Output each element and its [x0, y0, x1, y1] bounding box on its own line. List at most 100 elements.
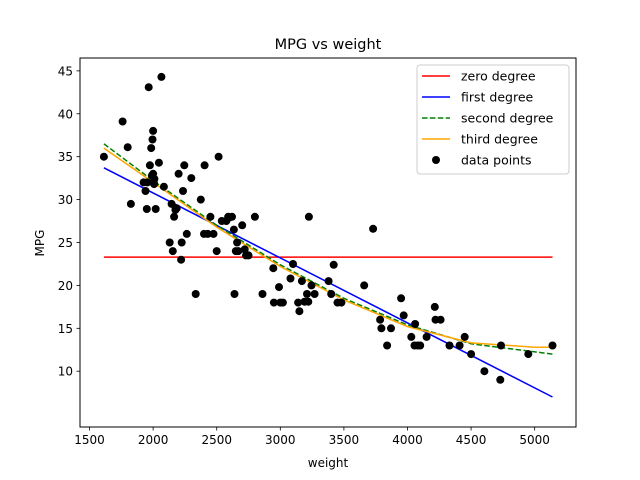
data-point: [329, 260, 338, 269]
data-point: [244, 251, 253, 260]
y-axis-label: MPG: [33, 230, 47, 257]
data-point: [179, 187, 187, 195]
data-point: [159, 182, 168, 191]
data-point: [229, 225, 238, 234]
y-tick-label: 25: [58, 236, 73, 250]
data-point: [142, 205, 151, 213]
data-point: [191, 290, 200, 298]
data-point: [286, 274, 295, 283]
data-point: [151, 205, 160, 213]
data-point: [143, 178, 152, 187]
data-point: [307, 281, 316, 290]
data-point: [289, 260, 297, 268]
data-point: [154, 158, 163, 167]
axes-ticks: 1500 2000 2500 3000 3500 4000 4500 5000 10 15 20 25…: [58, 64, 550, 447]
data-point: [294, 298, 303, 307]
data-point: [206, 212, 215, 221]
data-point: [460, 332, 469, 341]
y-tick-label: 35: [58, 150, 73, 164]
x-tick-label: 1500: [74, 433, 105, 447]
legend-swatch-data-points: [432, 156, 440, 164]
x-tick-label: 3000: [265, 433, 296, 447]
x-tick-label: 2000: [138, 433, 169, 447]
data-point: [360, 281, 369, 290]
data-point: [126, 199, 135, 208]
data-point: [214, 152, 223, 161]
data-point: [172, 204, 181, 213]
data-point: [148, 135, 157, 144]
x-tick-label: 3500: [329, 433, 360, 447]
data-point: [303, 290, 311, 298]
data-point: [548, 341, 557, 350]
y-tick-label: 20: [58, 279, 73, 293]
data-point: [445, 341, 454, 350]
data-point: [209, 229, 218, 238]
data-point: [258, 290, 267, 298]
data-point: [157, 72, 166, 81]
data-point: [397, 294, 406, 303]
data-point: [337, 298, 346, 307]
data-point: [123, 143, 132, 152]
legend-label-zero-degree: zero degree: [461, 69, 536, 84]
data-point: [174, 169, 183, 178]
data-point: [387, 324, 395, 333]
x-tick-label: 4500: [456, 433, 487, 447]
data-point: [118, 117, 127, 126]
x-tick-label: 5000: [519, 433, 550, 447]
y-tick-label: 40: [58, 107, 73, 121]
legend: zero degree first degree second degree thir…: [416, 64, 570, 175]
data-point: [467, 350, 476, 359]
data-point: [436, 315, 445, 324]
chart-title: MPG vs weight: [275, 37, 382, 53]
data-point: [99, 152, 108, 161]
data-point: [233, 238, 242, 247]
data-point: [187, 174, 196, 183]
data-point: [369, 224, 378, 233]
data-point: [145, 161, 154, 170]
data-point: [376, 315, 385, 324]
data-point: [304, 297, 313, 306]
legend-box: [416, 64, 570, 175]
data-point: [238, 221, 247, 230]
data-point: [304, 212, 313, 221]
data-point: [165, 238, 174, 247]
data-point: [168, 247, 177, 256]
data-point: [177, 238, 186, 247]
data-point: [422, 332, 431, 341]
data-point: [407, 332, 416, 341]
data-point: [250, 212, 259, 221]
data-point: [430, 302, 439, 311]
data-point: [228, 212, 236, 221]
data-point: [180, 161, 189, 170]
data-point: [212, 247, 221, 256]
data-point: [234, 247, 243, 256]
x-axis-label: weight: [308, 456, 349, 470]
data-point: [295, 307, 304, 316]
data-point: [455, 341, 464, 350]
data-point: [149, 126, 158, 135]
data-point: [327, 290, 336, 298]
data-point: [144, 83, 153, 92]
legend-label-data-points: data points: [461, 153, 532, 168]
data-point: [269, 264, 278, 273]
data-point: [196, 195, 205, 204]
data-point: [411, 320, 420, 328]
data-point: [496, 375, 505, 384]
x-tick-label: 4000: [392, 433, 423, 447]
data-point: [203, 229, 212, 238]
data-point: [377, 324, 386, 333]
data-point: [170, 212, 179, 221]
y-tick-label: 15: [58, 322, 73, 336]
y-tick-label: 30: [58, 193, 73, 207]
data-point: [399, 311, 408, 320]
legend-label-second-degree: second degree: [461, 111, 554, 126]
x-tick-label: 2500: [201, 433, 232, 447]
y-tick-label: 45: [58, 64, 73, 78]
data-point: [269, 298, 278, 307]
legend-label-first-degree: first degree: [461, 90, 534, 105]
data-point: [150, 175, 159, 183]
data-point: [147, 144, 156, 153]
data-point: [324, 277, 333, 286]
data-point: [383, 341, 392, 350]
